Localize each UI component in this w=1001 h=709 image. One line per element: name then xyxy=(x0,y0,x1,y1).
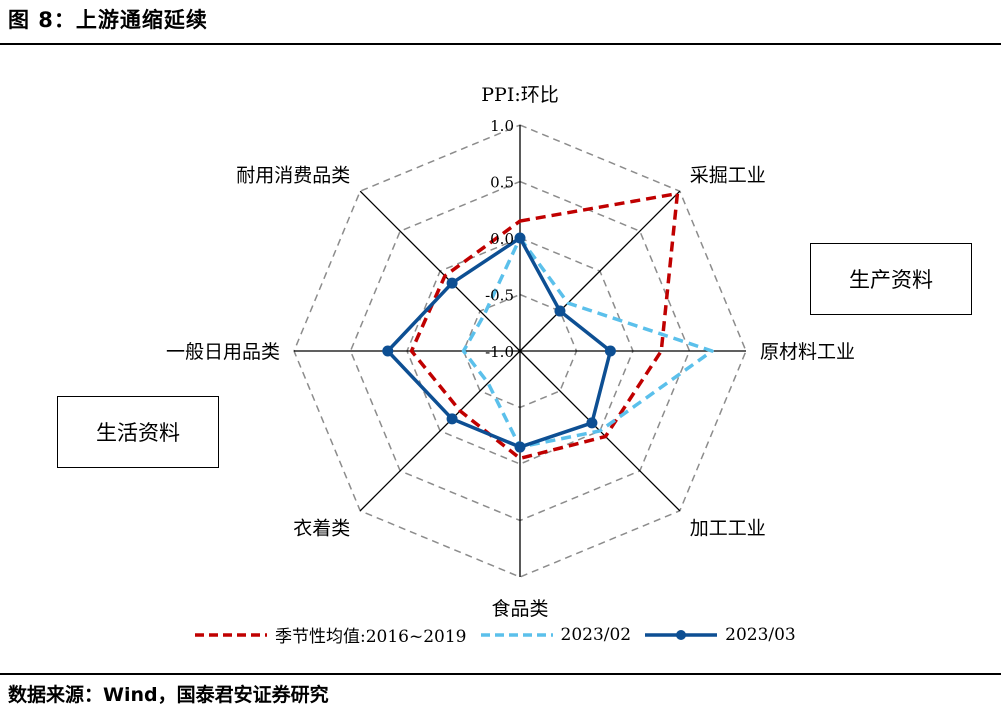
tick-label-4: 1.0 xyxy=(490,117,514,135)
figure-title: 图 8：上游通缩延续 xyxy=(8,8,208,32)
radar-tick-labels: -1.0 -0.5 0.0 0.5 1.0 xyxy=(485,117,514,361)
legend-swatch-2 xyxy=(645,629,718,640)
spoke-7 xyxy=(359,190,521,352)
axis-label-2: 原材料工业 xyxy=(760,341,855,363)
series-2-point-6 xyxy=(382,345,394,357)
source-note: 数据来源：Wind，国泰君安证券研究 xyxy=(8,684,329,706)
series-0-line xyxy=(409,191,680,461)
spoke-1 xyxy=(519,190,681,352)
series-2-point-1 xyxy=(554,305,566,317)
legend: 季节性均值:2016~2019 2023/02 2023/03 xyxy=(193,622,808,647)
legend-swatch-1 xyxy=(480,632,553,637)
grid-ring-4 xyxy=(293,124,747,578)
axis-label-7: 耐用消费品类 xyxy=(236,164,350,186)
tick-label-2: 0.0 xyxy=(490,230,514,248)
axis-label-0: PPI:环比 xyxy=(481,84,558,106)
tick-label-1: -0.5 xyxy=(485,287,514,305)
grid-ring-2 xyxy=(406,237,634,465)
axis-label-1: 采掘工业 xyxy=(690,164,766,186)
series-2-point-4 xyxy=(514,441,526,453)
series-2-point-0 xyxy=(514,232,526,244)
top-rule xyxy=(0,43,1001,45)
legend-label-0: 季节性均值:2016~2019 xyxy=(275,627,467,647)
tick-label-0: -1.0 xyxy=(485,343,514,361)
legend-label-2: 2023/03 xyxy=(725,624,796,645)
bottom-rule xyxy=(0,673,1001,675)
axis-label-3: 加工工业 xyxy=(690,518,766,540)
axis-label-6: 一般日用品类 xyxy=(166,341,280,363)
series-2-point-7 xyxy=(446,277,458,289)
living-materials-box: 生活资料 xyxy=(57,396,219,468)
radar-series xyxy=(382,191,714,461)
radar-spokes xyxy=(294,125,746,577)
legend-swatch-0 xyxy=(195,632,267,637)
legend-item-2: 2023/03 xyxy=(643,625,796,645)
spoke-5 xyxy=(359,350,521,512)
series-2-point-5 xyxy=(446,413,458,425)
axis-label-4: 食品类 xyxy=(491,598,548,620)
legend-label-1: 2023/02 xyxy=(560,624,632,645)
legend-item-1: 2023/02 xyxy=(479,624,632,645)
legend-item-0: 季节性均值:2016~2019 xyxy=(193,622,467,647)
tick-label-3: 0.5 xyxy=(490,174,514,192)
production-materials-box: 生产资料 xyxy=(810,243,972,315)
series-2-point-2 xyxy=(604,345,616,357)
axis-label-5: 衣着类 xyxy=(293,518,350,540)
series-2-point-3 xyxy=(586,417,598,429)
